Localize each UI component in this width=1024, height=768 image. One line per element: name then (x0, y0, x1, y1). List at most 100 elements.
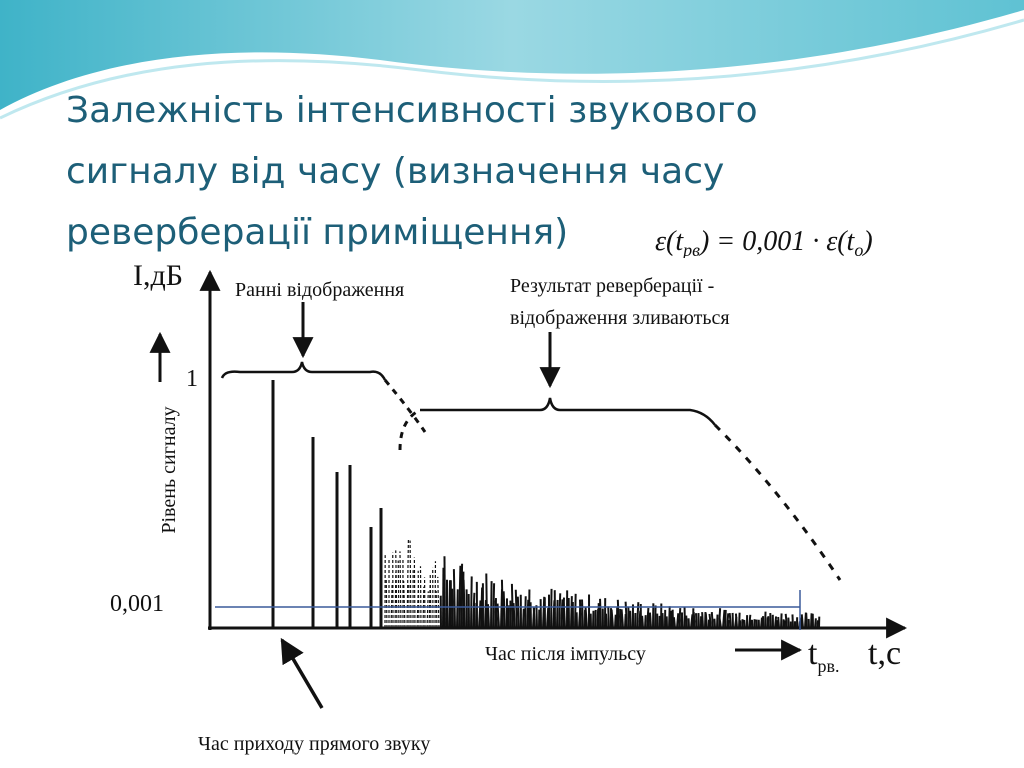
noise-stroke (443, 556, 446, 629)
noise-stroke (791, 614, 794, 629)
noise-stroke (385, 579, 388, 629)
noise-stroke (558, 593, 562, 629)
noise-stroke (550, 588, 553, 629)
noise-stroke (570, 596, 573, 629)
t-rv: tрв. (808, 635, 839, 676)
noise-stroke (492, 583, 496, 629)
reverb-brace (420, 397, 716, 426)
x-axis-label: t,с (868, 635, 901, 672)
noise-stroke (546, 607, 550, 629)
noise-stroke (532, 607, 536, 629)
noise-stroke (470, 576, 473, 629)
noise-stroke (456, 589, 459, 629)
noise-stroke (522, 608, 525, 629)
noise-stroke (478, 600, 482, 629)
t-rv-main: t (808, 635, 818, 672)
noise-stroke (718, 617, 722, 629)
noise-stroke (607, 606, 610, 629)
noise-stroke (485, 573, 488, 629)
noise-stroke (413, 557, 416, 629)
brace-dots (398, 408, 421, 451)
noise-stroke (760, 617, 763, 629)
noise-stroke (435, 590, 438, 629)
annotation: Результат реверберації - (510, 275, 714, 297)
noise-stroke (722, 609, 726, 629)
noise-stroke (629, 610, 632, 629)
noise-stroke (685, 615, 688, 629)
noise-stroke (777, 616, 780, 629)
noise-stroke (509, 600, 512, 629)
level-label: 1 (186, 366, 198, 392)
noise-stroke (708, 613, 712, 629)
y-axis-label: I,дБ (133, 259, 183, 292)
noise-stroke (814, 618, 817, 629)
formula-part: ) = 0,001 · ε(t (698, 226, 856, 257)
noise-stroke (787, 617, 790, 629)
noise-stroke (646, 607, 650, 629)
noise-stroke (472, 592, 476, 629)
noise-stroke (399, 551, 402, 629)
noise-stroke (620, 609, 624, 629)
noise-stroke (676, 613, 680, 629)
noise-stroke (690, 614, 694, 629)
formula: ε(tрв) = 0,001 · ε(tо) (655, 226, 873, 260)
noise-stroke (437, 576, 440, 629)
early-spikes (271, 380, 383, 628)
noise-stroke (514, 589, 518, 629)
noise-stroke (397, 560, 400, 629)
noise-stroke (486, 604, 490, 629)
noise-stroke (429, 573, 432, 629)
noise-stroke (462, 579, 466, 629)
title-line: реверберації приміщення) (66, 212, 568, 253)
noise-stroke (654, 605, 657, 629)
noise-stroke (417, 570, 420, 629)
annotation: відображення зливаються (510, 307, 730, 329)
noise-stroke (627, 607, 630, 629)
noise-stroke (562, 602, 566, 629)
noise-stroke (458, 565, 462, 629)
noise-stroke (556, 599, 559, 629)
formula-part: ε(t (655, 226, 684, 257)
noise-stroke (426, 591, 429, 629)
noise-stroke (584, 607, 588, 629)
noise-stroke (678, 608, 682, 629)
noise-stroke (694, 613, 698, 629)
wave-line (0, 18, 1024, 120)
noise-stroke (494, 600, 498, 629)
title-line: сигналу від часу (визначення часу (66, 151, 724, 192)
formula-sub: о (854, 240, 863, 260)
noise-stroke (419, 566, 422, 629)
noise-stroke (560, 599, 564, 629)
noise-stroke (409, 540, 412, 629)
noise-stroke (460, 563, 464, 629)
noise-stroke (805, 612, 808, 629)
noise-stroke (764, 611, 767, 629)
x-axis-caption: Час після імпульсу (485, 643, 646, 665)
early-brace (220, 361, 387, 381)
noise-stroke (636, 602, 640, 629)
noise-stroke (728, 612, 732, 629)
noise-stroke (452, 569, 456, 629)
noise-stroke (578, 599, 582, 629)
noise-stroke (510, 583, 514, 629)
noise-stroke (395, 550, 398, 629)
noise-stroke (619, 608, 622, 629)
noise-stroke (524, 596, 527, 629)
noise-stroke (610, 609, 614, 629)
annotation: Час приходу прямого звуку (198, 733, 430, 755)
noise-stroke (716, 614, 719, 629)
noise-stroke (713, 618, 716, 629)
noise-stroke (734, 613, 738, 629)
noise-stroke (624, 601, 628, 629)
decay-dots (713, 423, 842, 581)
noise-stroke (672, 617, 676, 629)
annotation: Ранні відображення (235, 279, 404, 301)
noise-stroke (502, 591, 506, 629)
formula-sub: рв (681, 240, 700, 260)
title-line: Залежність інтенсивності звукового (66, 90, 758, 131)
noise-stroke (594, 609, 597, 629)
noise-stroke (644, 615, 647, 629)
noise-stroke (680, 612, 684, 629)
noise-stroke (710, 611, 714, 629)
